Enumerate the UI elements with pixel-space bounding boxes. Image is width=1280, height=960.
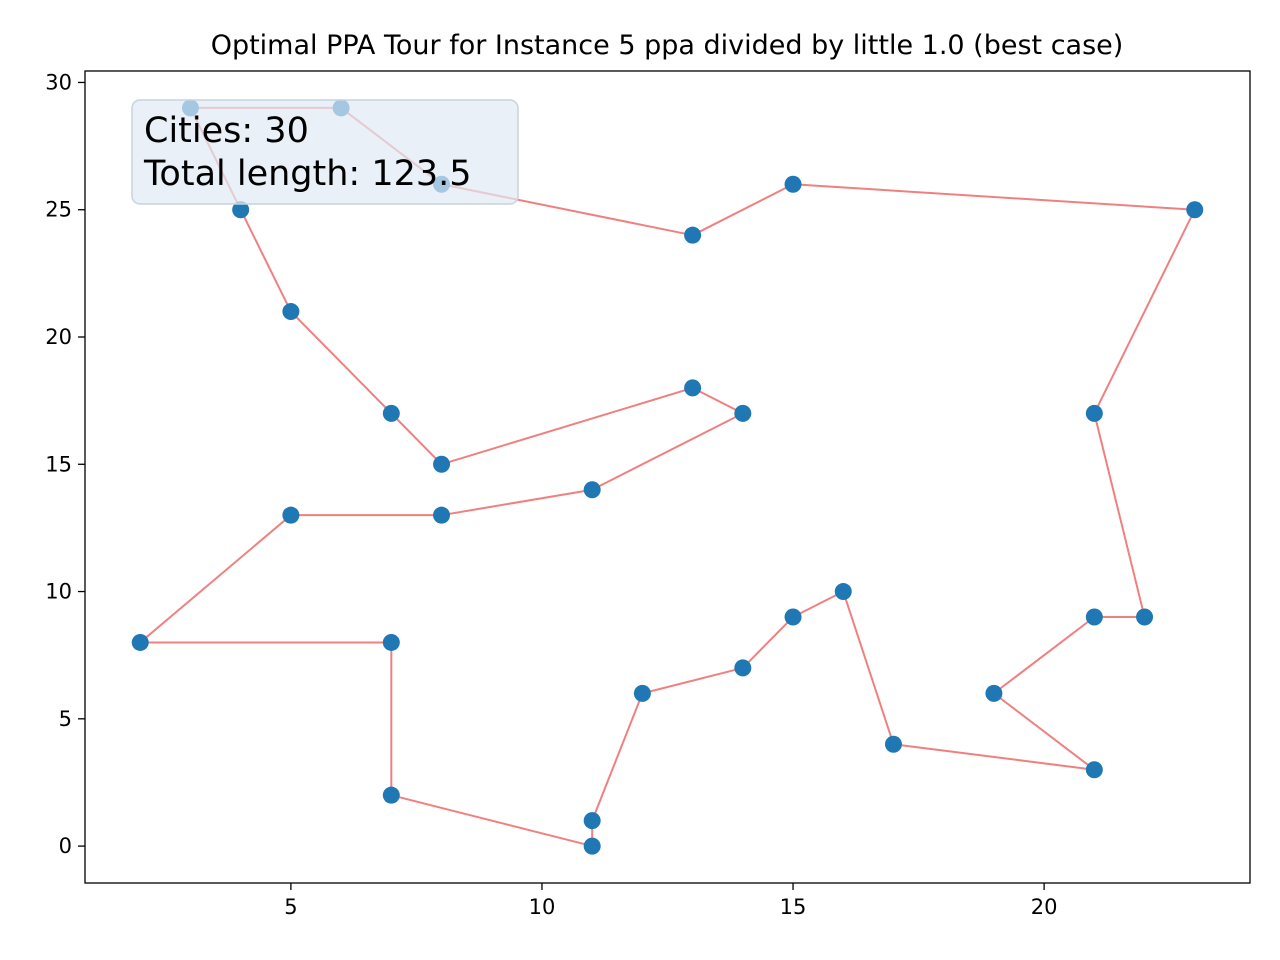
tour-edge [842, 591, 895, 745]
tour-edge [792, 183, 1195, 211]
city-point [583, 812, 601, 830]
y-tick-label: 30 [45, 70, 72, 94]
city-point [282, 303, 300, 321]
city-point [232, 201, 250, 219]
x-tick-label: 20 [1031, 895, 1058, 919]
city-point [784, 175, 802, 193]
y-tick-label: 15 [45, 452, 72, 476]
plot-frame [84, 70, 1251, 884]
city-point [884, 735, 902, 753]
tour-edge [139, 514, 292, 644]
city-point [382, 786, 400, 804]
tour-edges [139, 106, 1196, 848]
x-tick-label: 15 [780, 895, 807, 919]
tour-edge [993, 616, 1095, 695]
city-points [131, 99, 1204, 855]
tour-edge [591, 412, 744, 491]
tour-edge [391, 794, 593, 848]
tour-edge [239, 209, 292, 312]
city-point [382, 633, 400, 651]
axis-ticks: 5 10 15 20 0 5 10 15 20 25 30 [45, 70, 1057, 919]
tour-edge [742, 616, 794, 669]
city-point [1085, 404, 1103, 422]
x-tick-label: 10 [529, 895, 556, 919]
chart-title: Optimal PPA Tour for Instance 5 ppa divi… [211, 30, 1124, 61]
info-box: Cities: 30 Total length: 123.5 [131, 99, 519, 205]
tour-edge [692, 183, 794, 237]
tour-edge [692, 387, 744, 415]
y-tick-label: 10 [45, 580, 72, 604]
city-point [382, 404, 400, 422]
y-tick-label: 0 [59, 834, 72, 858]
tour-edge [893, 743, 1095, 771]
city-point [583, 837, 601, 855]
y-tick-label: 20 [45, 325, 72, 349]
city-point [1085, 608, 1103, 626]
tour-edge [441, 386, 693, 466]
cities-count-label: Cities: 30 [144, 111, 309, 151]
tour-edge [993, 692, 1095, 771]
tour-edge [1093, 209, 1196, 414]
tour-edge [792, 590, 844, 618]
city-point [433, 506, 451, 524]
tour-edge [441, 488, 593, 517]
tour-edge [390, 412, 443, 465]
y-tick-label: 25 [45, 198, 72, 222]
city-point [1136, 608, 1154, 626]
city-point [734, 404, 752, 422]
city-point [985, 684, 1003, 702]
city-point [131, 633, 149, 651]
city-point [1186, 201, 1204, 219]
tour-edge [1093, 413, 1146, 618]
city-point [684, 226, 702, 244]
tour-edge [642, 666, 744, 695]
city-point [684, 379, 702, 397]
tour-edge [290, 310, 393, 415]
city-point [433, 455, 451, 473]
city-point [834, 583, 852, 601]
y-tick-label: 5 [59, 707, 72, 731]
x-tick-label: 5 [284, 895, 297, 919]
city-point [1085, 761, 1103, 779]
tour-edge [591, 692, 644, 822]
city-point [734, 659, 752, 677]
city-point [583, 481, 601, 499]
city-point [282, 506, 300, 524]
city-point [784, 608, 802, 626]
city-point [633, 684, 651, 702]
total-length-label: Total length: 123.5 [143, 154, 472, 194]
